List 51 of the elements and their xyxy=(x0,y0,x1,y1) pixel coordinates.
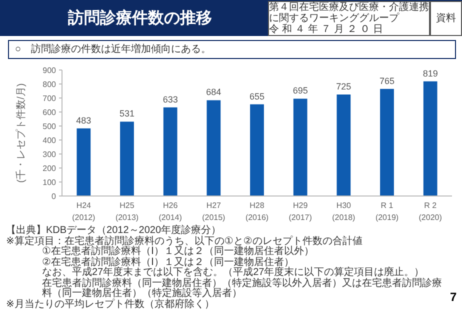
x-tick-label: H24 (2012) xyxy=(72,201,96,222)
data-label: 655 xyxy=(249,91,265,102)
bar xyxy=(163,107,178,196)
y-tick-label: 600 xyxy=(42,108,57,117)
text: ①在宅患者訪問診療料（Ⅰ）１又は２（同一建物居住者以外） xyxy=(41,246,315,257)
y-tick-label: 100 xyxy=(42,178,57,187)
x-tick-label: H29 (2017) xyxy=(288,201,312,222)
x-tick-label: H27 (2015) xyxy=(202,201,226,222)
y-tick-label: 400 xyxy=(42,136,57,145)
text: 在宅患者訪問診療料（同一建物居住者）（特定施設等以外入居者）又は在宅患者訪問診療料（同一建物居住者）（特定施設等入居者） xyxy=(41,278,443,299)
x-tick-label: R 1 (2019) xyxy=(375,201,399,222)
chart-subtitle: ○ 訪問診療の件数は近年増加傾向にある。 xyxy=(8,40,456,59)
bar xyxy=(336,94,351,196)
data-label: 483 xyxy=(76,115,92,126)
bar xyxy=(293,98,308,196)
bar xyxy=(250,104,264,196)
text: なお、平成27年度末までは以下を含む。（平成27年度末に以下の算定項目は廃止。） xyxy=(41,267,424,278)
y-axis-title: (千・レセプト件数/月) xyxy=(15,83,27,183)
bar xyxy=(380,88,394,196)
y-tick-label: 500 xyxy=(42,122,57,131)
x-tick-label: H25 (2013) xyxy=(115,201,139,222)
data-label: 725 xyxy=(336,82,352,92)
data-label: 684 xyxy=(206,87,222,98)
text: 資料 xyxy=(430,1,462,36)
y-tick-label: 200 xyxy=(42,164,57,173)
y-tick-label: 0 xyxy=(52,192,57,201)
data-label: 819 xyxy=(422,68,438,78)
text: ②在宅患者訪問診療料（Ⅰ）１又は２（同一建物居住者） xyxy=(41,256,295,268)
text: 7 xyxy=(450,290,457,304)
y-tick-label: 800 xyxy=(42,80,57,89)
x-tick-label: H30 (2018) xyxy=(332,201,356,222)
text: ※月当たりの平均レセプト件数（京都府除く） xyxy=(6,298,216,310)
text: 第４回在宅医療及び医療・介護連携に関するワーキンググループ xyxy=(269,2,429,24)
x-tick-label: R 2 (2020) xyxy=(418,201,442,222)
data-label: 633 xyxy=(162,94,178,104)
text: ※算定項目：在宅患者訪問診療料のうち、以下の①と②のレセプト件数の合計値 xyxy=(6,236,364,246)
bar xyxy=(76,128,91,196)
x-tick-label: H26 (2014) xyxy=(158,201,182,222)
bar xyxy=(120,122,134,196)
x-tick-label: H28 (2016) xyxy=(245,201,269,222)
y-tick-label: 300 xyxy=(42,150,57,159)
data-label: 695 xyxy=(292,86,308,96)
text: 【出典】KDBデータ（2012～2020年度診療分） xyxy=(6,225,222,236)
data-label: 765 xyxy=(379,76,395,86)
bar xyxy=(206,100,221,196)
data-label: 531 xyxy=(119,108,135,119)
y-tick-label: 700 xyxy=(42,94,57,103)
chart-title: 訪問診療件数の推移 xyxy=(66,8,213,29)
y-tick-label: 900 xyxy=(42,66,57,75)
bar xyxy=(423,81,438,196)
text: 令和４年７月２０日 xyxy=(269,24,387,35)
